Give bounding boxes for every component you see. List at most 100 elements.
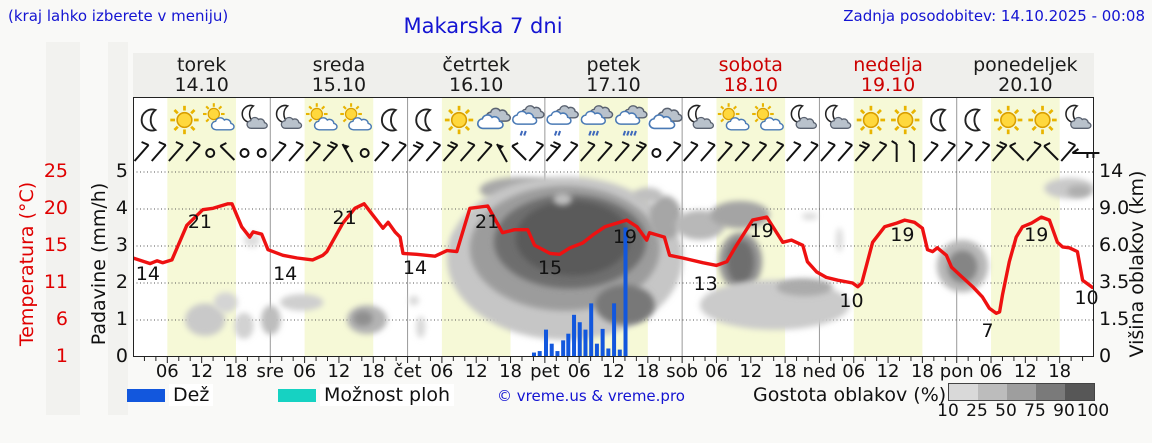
weather-icon-cloud-rain-1: [512, 105, 545, 136]
day-header-band: [133, 53, 1094, 97]
cloud-icon: [313, 117, 338, 131]
temperature-curve: [133, 202, 1094, 316]
wind-barb-b: [957, 141, 974, 162]
cloud-icon: [348, 117, 373, 131]
wind-barb-B: [322, 141, 339, 162]
wind-barb-b: [374, 141, 390, 162]
time-label: 12: [876, 361, 900, 382]
cloud-icon: [546, 110, 572, 125]
weather-icon-sun-cloud: [340, 103, 373, 131]
day-header-torek: torek 14.10: [133, 55, 270, 95]
rain-bar: [572, 314, 577, 357]
wind-barb-b: [133, 141, 150, 162]
wind-barb-B: [631, 141, 647, 162]
moon-icon: [140, 108, 158, 132]
cloud-height-tick: 3.5: [1099, 271, 1130, 293]
time-label: 06: [705, 361, 728, 382]
temperature-value-label: 21: [188, 211, 212, 233]
time-label: 06: [979, 361, 1003, 382]
cloud-icon: [210, 117, 235, 131]
cloud-density-label: Gostota oblakov (%): [753, 384, 947, 406]
wind-barb-b: [871, 141, 888, 162]
weather-icon-clouds: [476, 107, 512, 130]
temperature-value-label: 13: [694, 273, 718, 295]
moon-icon: [381, 108, 398, 132]
time-label: 06: [842, 361, 866, 382]
cloud-height-tick: 14: [1099, 160, 1124, 182]
wind-barb-b: [580, 141, 596, 162]
day-name: torek: [177, 54, 227, 76]
last-update-timestamp: Zadnja posodobitev: 14.10.2025 - 00:08: [843, 7, 1145, 25]
temperature-value-label: 7: [982, 320, 994, 342]
sun-icon: [170, 105, 199, 135]
moon-icon: [964, 108, 982, 132]
day-date: 15.10: [311, 74, 367, 96]
time-label: 18: [224, 361, 248, 382]
weather-icon-cloud-rain-1: [546, 105, 579, 136]
temp-tick: 15: [43, 234, 68, 256]
rain-bar: [561, 340, 566, 357]
temperature-value-label: 19: [613, 226, 637, 248]
meteogram-plot: 14 21 14 21 14 21 15 19 13 19 10 19 7 19 10: [133, 97, 1100, 363]
day-abbrev: pet: [530, 361, 560, 382]
temperature-value-label: 10: [1074, 287, 1098, 309]
cloud-blob: [776, 278, 833, 296]
cloud-blob: [649, 195, 682, 240]
day-name: nedelja: [853, 54, 923, 76]
weather-icon-sun-cloud: [717, 103, 750, 131]
time-label: 18: [773, 361, 797, 382]
day-date: 18.10: [723, 74, 778, 96]
weather-icon-cloud-rain-3: [614, 105, 648, 136]
showers-legend-label: Možnost ploh: [320, 384, 455, 406]
cloud-icon: [725, 117, 750, 131]
moon-icon: [415, 108, 432, 132]
time-label: 12: [327, 361, 351, 382]
cloud-scale-value: 25: [966, 401, 988, 421]
wind-barb-b: [150, 141, 167, 162]
time-label: 06: [430, 361, 454, 382]
wind-barb-b: [614, 141, 630, 162]
cloud-height-tick: 1.5: [1099, 308, 1130, 330]
sun-icon: [717, 103, 740, 125]
temperature-value-label: 15: [538, 257, 562, 279]
wind-barb-b: [717, 141, 733, 162]
rain-bar: [606, 348, 611, 357]
day-date: 16.10: [449, 74, 504, 96]
wind-barb-o: [651, 148, 662, 158]
rain-bar: [583, 329, 588, 357]
plot-frame: [133, 97, 1094, 357]
day-name: petek: [586, 54, 641, 76]
day-date: 20.10: [998, 74, 1053, 96]
gray-cloud-icon: [829, 116, 852, 129]
wind-barb-B: [442, 141, 459, 162]
cloud-scale-value: 90: [1053, 401, 1075, 421]
cloud-blob: [280, 294, 324, 311]
rain-bar: [600, 328, 605, 357]
cloud-density-swatch: [1036, 384, 1065, 400]
wind-barb-o: [205, 148, 216, 158]
wind-barb-b: [837, 141, 853, 162]
weather-icon-moon: [415, 108, 432, 132]
cloud-blob: [185, 303, 226, 337]
temperature-value-label: 14: [136, 263, 160, 285]
wind-barb-b: [185, 141, 201, 162]
weather-icon-sun-cloud: [305, 103, 338, 131]
cloud-blob: [261, 305, 281, 335]
left-axis-strip2: [108, 42, 128, 415]
wind-barb-h: [1071, 148, 1100, 158]
cloud-scale-value: 100: [1076, 401, 1110, 421]
day-header-nedelja: nedelja 19.10: [819, 55, 956, 95]
time-label: 12: [190, 361, 214, 382]
weather-icon-moon: [140, 108, 158, 132]
copyright-link[interactable]: © vreme.us & vreme.pro: [497, 387, 685, 405]
cloud-icon: [614, 110, 641, 125]
cloud-density-swatch: [978, 384, 1007, 400]
menu-hint: (kraj lahko izberete v meniju): [8, 7, 229, 25]
cloud-blob: [353, 310, 373, 326]
temperature-value-label: 19: [1024, 224, 1048, 246]
wind-barb-b: [923, 141, 939, 162]
weather-icon-moon: [381, 108, 398, 132]
wind-barb-d: [511, 142, 527, 161]
wind-barb-b: [700, 141, 716, 162]
wind-barb-b: [940, 141, 956, 162]
